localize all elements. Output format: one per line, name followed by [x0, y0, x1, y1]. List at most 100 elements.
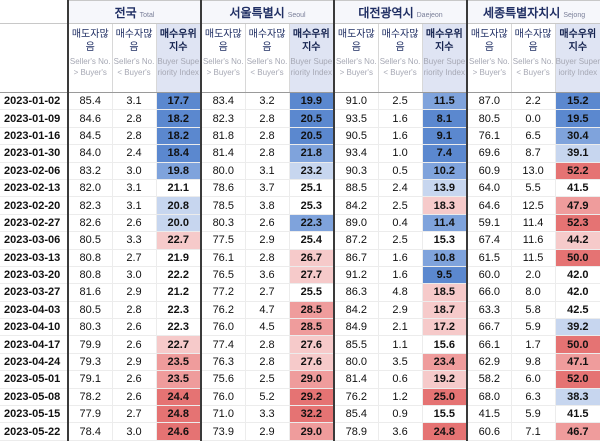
table-row: 2023-03-06 80.5 3.3 22.7 77.5 2.9 25.4 87.2 2.5 1… [0, 231, 600, 250]
cell-total-buyer-many: 3.1 [111, 196, 156, 215]
row-date: 2023-02-27 [0, 214, 68, 233]
cell-seoul-buyer-many: 5.2 [244, 388, 290, 407]
column-header-total-seller-many: 매도자많음 Seller's No.> Buyer's [67, 23, 112, 93]
table-row: 2023-04-17 79.9 2.6 22.7 77.4 2.8 27.6 85.5 1.1 1… [0, 335, 600, 354]
column-header-label-en: Seller's No.< Buyer's [246, 57, 288, 77]
table-row: 2023-05-01 79.1 2.6 23.5 75.6 2.5 29.0 81.4 0.6 1… [0, 370, 600, 389]
cell-sejong-bsi: 46.7 [554, 422, 600, 441]
cell-total-bsi: 22.3 [155, 318, 202, 337]
cell-total-bsi: 23.5 [155, 353, 202, 372]
cell-total-buyer-many: 2.9 [111, 283, 156, 302]
cell-sejong-buyer-many: 12.5 [510, 196, 556, 215]
cell-total-buyer-many: 2.7 [111, 249, 156, 267]
cell-daejeon-buyer-many: 2.9 [377, 301, 423, 320]
cell-sejong-buyer-many: 6.5 [510, 127, 556, 146]
cell-daejeon-bsi: 15.5 [421, 405, 468, 424]
cell-seoul-bsi: 20.5 [288, 127, 335, 146]
column-header-label: 매수자많음 [248, 29, 286, 53]
table-row: 2023-03-13 80.8 2.7 21.9 76.1 2.8 26.7 86.7 1.6 1… [0, 249, 600, 267]
cell-seoul-buyer-many: 4.7 [244, 301, 290, 320]
cell-sejong-seller-many: 68.0 [466, 388, 512, 407]
table-row: 2023-01-02 85.4 3.1 17.7 83.4 3.2 19.9 91.0 2.5 1… [0, 92, 600, 111]
cell-total-buyer-many: 2.4 [111, 144, 156, 163]
column-header-label: 매도자많음 [470, 29, 508, 53]
cell-seoul-seller-many: 80.3 [200, 214, 246, 233]
cell-seoul-bsi: 32.2 [288, 405, 335, 424]
row-date: 2023-04-10 [0, 318, 68, 337]
column-header-label: 매수우위지수 [292, 29, 330, 53]
cell-daejeon-buyer-many: 2.1 [377, 318, 423, 337]
cell-total-bsi: 19.8 [155, 162, 202, 180]
cell-sejong-buyer-many: 0.0 [510, 109, 556, 128]
cell-seoul-bsi: 19.9 [288, 92, 335, 111]
table-row: 2023-01-30 84.0 2.4 18.4 81.4 2.8 21.8 93.4 1.0 7… [0, 144, 600, 163]
cell-total-buyer-many: 2.6 [111, 214, 156, 233]
cell-total-bsi: 24.8 [155, 405, 202, 424]
cell-total-seller-many: 81.6 [67, 283, 112, 302]
column-header-daejeon-bsi: 매수우위지수 Buyer Superiority Index [421, 23, 468, 93]
cell-sejong-bsi: 42.0 [554, 283, 600, 302]
cell-seoul-buyer-many: 3.6 [244, 266, 290, 285]
cell-daejeon-seller-many: 85.4 [333, 405, 379, 424]
cell-total-bsi: 20.8 [155, 196, 202, 215]
cell-seoul-seller-many: 77.2 [200, 283, 246, 302]
table-row: 2023-04-10 80.3 2.6 22.3 76.0 4.5 28.5 84.9 2.1 1… [0, 318, 600, 337]
column-header-label-en: Seller's No.> Buyer's [469, 57, 510, 77]
cell-seoul-bsi: 27.6 [288, 353, 335, 372]
region-name: 전국 [114, 5, 137, 20]
cell-seoul-seller-many: 82.3 [200, 109, 246, 128]
cell-total-seller-many: 80.8 [67, 266, 112, 285]
cell-daejeon-buyer-many: 1.6 [377, 109, 423, 128]
cell-daejeon-seller-many: 86.3 [333, 283, 379, 302]
cell-sejong-buyer-many: 9.8 [510, 353, 556, 372]
cell-total-seller-many: 80.5 [67, 301, 112, 320]
table-row: 2023-05-15 77.9 2.7 24.8 71.0 3.3 32.2 85.4 0.9 1… [0, 405, 600, 424]
cell-daejeon-buyer-many: 0.6 [377, 370, 423, 389]
cell-daejeon-seller-many: 87.2 [333, 231, 379, 250]
cell-seoul-seller-many: 76.0 [200, 318, 246, 337]
cell-total-buyer-many: 3.1 [111, 179, 156, 198]
cell-total-buyer-many: 2.6 [111, 370, 156, 389]
cell-sejong-bsi: 42.0 [554, 266, 600, 285]
cell-sejong-buyer-many: 2.0 [510, 266, 556, 285]
cell-daejeon-buyer-many: 1.1 [377, 335, 423, 354]
cell-daejeon-buyer-many: 2.5 [377, 92, 423, 111]
cell-daejeon-seller-many: 90.5 [333, 127, 379, 146]
column-header-label: 매도자많음 [204, 29, 242, 53]
cell-total-seller-many: 82.3 [67, 196, 112, 215]
cell-daejeon-bsi: 9.5 [421, 266, 468, 285]
cell-seoul-buyer-many: 3.1 [244, 162, 290, 180]
cell-daejeon-buyer-many: 1.6 [377, 266, 423, 285]
cell-seoul-bsi: 29.0 [288, 422, 335, 441]
cell-seoul-buyer-many: 2.9 [244, 231, 290, 250]
cell-sejong-bsi: 52.0 [554, 370, 600, 389]
cell-daejeon-bsi: 11.4 [421, 214, 468, 233]
column-header-seoul-seller-many: 매도자많음 Seller's No.> Buyer's [200, 23, 246, 93]
column-header-label: 매수자많음 [115, 29, 153, 53]
cell-sejong-seller-many: 64.0 [466, 179, 512, 198]
region-name-en: Daejeon [416, 11, 443, 19]
cell-daejeon-bsi: 23.4 [421, 353, 468, 372]
column-header-daejeon-seller-many: 매도자많음 Seller's No.> Buyer's [333, 23, 379, 93]
cell-sejong-buyer-many: 11.6 [510, 231, 556, 250]
cell-sejong-seller-many: 60.0 [466, 266, 512, 285]
region-header-sejong: 세종특별자치시 Sejong [466, 0, 600, 24]
column-header-label-en: Seller's No.> Buyer's [202, 57, 244, 77]
cell-total-seller-many: 83.2 [67, 162, 112, 180]
row-date: 2023-04-24 [0, 353, 68, 372]
column-header-total-bsi: 매수우위지수 Buyer Superiority Index [155, 23, 202, 93]
table-row: 2023-04-03 80.5 2.8 22.3 76.2 4.7 28.5 84.2 2.9 1… [0, 301, 600, 320]
cell-daejeon-seller-many: 76.2 [333, 388, 379, 407]
cell-daejeon-seller-many: 91.0 [333, 92, 379, 111]
cell-total-bsi: 21.9 [155, 249, 202, 267]
cell-sejong-bsi: 15.2 [554, 92, 600, 111]
cell-seoul-bsi: 29.0 [288, 370, 335, 389]
cell-daejeon-buyer-many: 3.6 [377, 422, 423, 441]
column-header-row: 매도자많음 Seller's No.> Buyer's 매수자많음 Seller's … [0, 23, 600, 93]
column-header-label-en: Seller's No.< Buyer's [113, 57, 155, 77]
cell-daejeon-seller-many: 93.5 [333, 109, 379, 128]
region-name: 서울특별시 [229, 5, 285, 20]
cell-total-bsi: 21.2 [155, 283, 202, 302]
cell-total-buyer-many: 3.0 [111, 162, 156, 180]
cell-sejong-buyer-many: 8.7 [510, 144, 556, 163]
